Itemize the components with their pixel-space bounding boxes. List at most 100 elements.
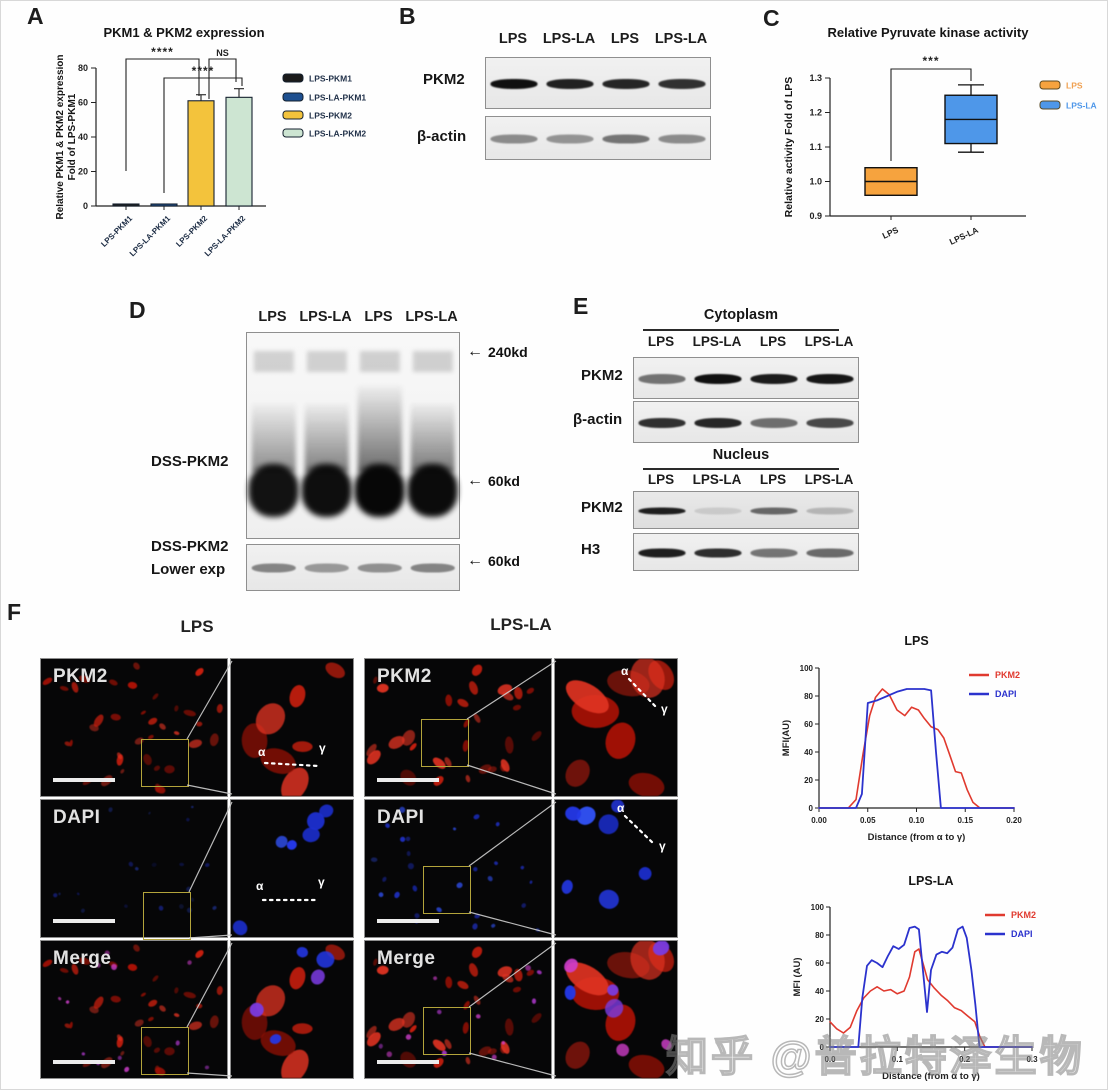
mfi-profile-lps-chart: LPS 0 20 40 60 80 100 0.00 0.05 0.10 0.15 0.20 Dista… <box>781 634 1022 843</box>
micrograph-row-label: PKM2 <box>53 666 108 687</box>
svg-text:LPS-LA-PKM1: LPS-LA-PKM1 <box>309 93 366 103</box>
svg-text:α: α <box>256 879 264 893</box>
svg-text:LPS-LA: LPS-LA <box>948 225 980 247</box>
cyto-actin-label: β-actin <box>573 411 623 428</box>
svg-text:1.3: 1.3 <box>809 73 822 83</box>
svg-text:0.2: 0.2 <box>959 1055 971 1064</box>
blot-band <box>806 507 854 515</box>
svg-text:60: 60 <box>78 98 88 108</box>
lane-label: LPS <box>258 309 287 325</box>
micrograph-row-label: DAPI <box>377 807 425 828</box>
svg-text:γ: γ <box>319 741 326 755</box>
panel-e-tag: E <box>573 293 589 319</box>
svg-text:γ: γ <box>661 702 668 716</box>
f-column-lps: LPS <box>180 617 214 636</box>
blot-band <box>806 548 854 558</box>
blot-smear <box>251 402 296 473</box>
blot-band <box>602 79 650 89</box>
marker-60kd-lower-text: 60kd <box>488 553 520 569</box>
svg-text:LPS-LA: LPS-LA <box>908 874 953 888</box>
f-column-lpsla: LPS-LA <box>490 615 552 634</box>
svg-text:Distance (from α to γ): Distance (from α to γ) <box>868 832 966 843</box>
svg-text:0: 0 <box>809 804 814 813</box>
panel-c-tag: C <box>763 5 780 31</box>
dss-pkm2-blot <box>246 332 460 539</box>
svg-text:PKM2: PKM2 <box>995 670 1020 680</box>
cyto-pkm2-blot <box>633 357 859 399</box>
svg-text:LPS-PKM2: LPS-PKM2 <box>309 111 352 121</box>
svg-text:Relative PKM1 & PKM2 expressio: Relative PKM1 & PKM2 expression <box>56 54 66 219</box>
mfi-profile-lpsla-chart: LPS-LA 0 20 40 60 80 100 0.0 0.1 0.2 0.3 Distance (… <box>792 874 1038 1082</box>
marker-240kd-text: 240kd <box>488 344 528 360</box>
cyto-pkm2-label: PKM2 <box>581 367 623 384</box>
svg-text:DAPI: DAPI <box>1011 929 1033 939</box>
svg-text:DAPI: DAPI <box>995 689 1017 699</box>
lane-label: LPS-LA <box>299 309 352 325</box>
dss-pkm2-lower-blot <box>246 544 460 591</box>
lane-label: LPS-LA <box>654 31 708 47</box>
svg-text:PKM2: PKM2 <box>1011 910 1036 920</box>
micrograph-row-label: Merge <box>377 948 436 969</box>
lane-label: LPS <box>759 334 787 349</box>
lane-label: LPS <box>647 472 675 487</box>
zoom-region-box <box>141 1027 189 1075</box>
lane-label: LPS-LA <box>804 472 854 487</box>
micrograph-row-label: Merge <box>53 948 112 969</box>
nucleus-lane-labels: LPS LPS-LA LPS LPS-LA <box>633 472 857 487</box>
blot-band <box>546 134 594 144</box>
blot-band <box>638 417 686 428</box>
svg-text:γ: γ <box>659 839 666 853</box>
scale-bar <box>377 1060 439 1064</box>
svg-text:****: **** <box>192 64 215 78</box>
panel-b-actin-label: β-actin <box>417 128 467 145</box>
svg-text:20: 20 <box>804 776 813 785</box>
blot-band <box>638 548 686 558</box>
lane-label: LPS-LA <box>804 334 854 349</box>
blot-smear <box>253 351 294 372</box>
panel-d-main-label: DSS-PKM2 <box>151 453 229 470</box>
svg-text:LPS: LPS <box>1066 81 1083 91</box>
svg-text:40: 40 <box>804 748 813 757</box>
zoom-region-box <box>423 866 471 914</box>
svg-text:1.2: 1.2 <box>809 108 822 118</box>
lane-label: LPS-LA <box>542 31 596 47</box>
nuc-pkm2-blot <box>633 491 859 529</box>
svg-text:80: 80 <box>804 692 813 701</box>
blot-band <box>750 417 798 428</box>
lane-label: LPS <box>498 31 528 47</box>
blot-smear <box>248 464 299 518</box>
blot-smear <box>357 386 402 473</box>
scale-bar <box>377 919 439 923</box>
micrograph-lps-pkm2-main: PKM2 <box>40 658 228 797</box>
svg-text:Distance (from α to γ): Distance (from α to γ) <box>882 1071 980 1082</box>
svg-text:NS: NS <box>216 48 229 58</box>
micrograph-row-label: DAPI <box>53 807 101 828</box>
svg-text:0.9: 0.9 <box>809 211 822 221</box>
blot-smear <box>304 402 349 473</box>
micrograph-lps-dapi-main: DAPI <box>40 799 228 940</box>
panel-d-lane-labels: LPS LPS-LA LPS LPS-LA <box>246 309 458 325</box>
blot-smear <box>306 351 347 372</box>
nucleus-title: Nucleus <box>712 447 770 463</box>
zoom-region-box <box>141 739 189 787</box>
svg-text:100: 100 <box>800 664 814 673</box>
blot-band <box>694 507 742 515</box>
marker-60kd-main: ← 60kd <box>467 473 520 490</box>
blot-band <box>806 417 854 428</box>
svg-text:100: 100 <box>811 903 825 912</box>
svg-text:LPS-PKM1: LPS-PKM1 <box>99 213 134 248</box>
blot-band <box>694 373 742 384</box>
svg-text:0.3: 0.3 <box>1026 1055 1038 1064</box>
panel-b-pkm2-label: PKM2 <box>423 71 465 88</box>
svg-text:α: α <box>621 664 629 678</box>
svg-text:MFI(AU): MFI(AU) <box>781 720 792 756</box>
svg-text:α: α <box>617 801 625 815</box>
blot-band <box>658 79 706 89</box>
nuc-pkm2-label: PKM2 <box>581 499 623 516</box>
panel-b-pkm2-blot <box>485 57 711 109</box>
svg-text:LPS-PKM2: LPS-PKM2 <box>174 213 209 248</box>
svg-text:80: 80 <box>815 931 824 940</box>
micrograph-row-label: PKM2 <box>377 666 432 687</box>
blot-smear <box>412 351 453 372</box>
